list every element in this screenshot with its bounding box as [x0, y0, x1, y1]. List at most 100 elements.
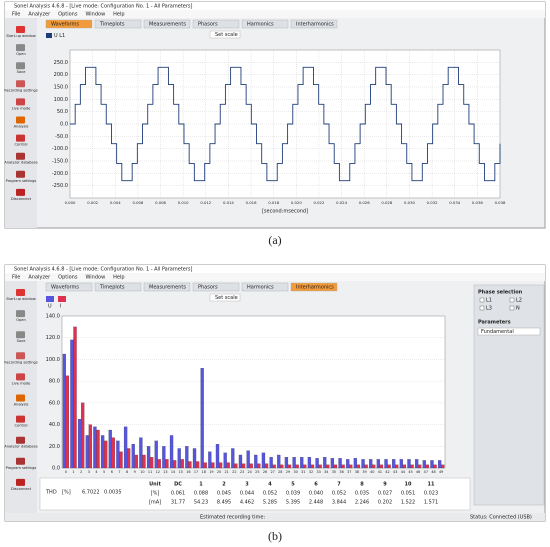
table-header: 9	[383, 482, 387, 488]
window-title: Sonel Analysis 4.6.8 - [Live mode: Confi…	[14, 267, 193, 273]
sidebar-icon[interactable]	[16, 352, 25, 360]
tab[interactable]	[94, 19, 142, 29]
menu-item[interactable]: Help	[113, 275, 124, 281]
bar	[146, 446, 151, 469]
sidebar-icon[interactable]	[16, 170, 25, 178]
waveform	[70, 66, 501, 182]
sidebar-icon[interactable]	[16, 152, 25, 160]
tab[interactable]	[241, 19, 289, 29]
phase-checkbox[interactable]	[479, 305, 485, 311]
tab[interactable]	[192, 19, 240, 29]
x-tick-label: 21	[225, 470, 229, 474]
sidebar-icon[interactable]	[16, 457, 25, 465]
tab-label: Timeplots	[99, 22, 125, 28]
sidebar-label: Recording settings	[4, 360, 38, 364]
menu-item[interactable]: File	[12, 275, 20, 281]
legend-label: I	[60, 304, 61, 310]
phase-label: L1	[486, 298, 492, 304]
bar	[303, 464, 307, 469]
tab[interactable]	[45, 19, 93, 29]
bar	[372, 464, 376, 469]
sidebar-icon[interactable]	[16, 415, 25, 423]
table-cell: 0.039	[286, 491, 300, 497]
tab[interactable]	[192, 282, 240, 292]
table-cell: 3.844	[332, 500, 346, 506]
panel-title: Parameters	[478, 320, 511, 326]
x-tick-label: 46	[416, 470, 420, 474]
bar	[70, 339, 74, 469]
caption: (b)	[268, 529, 282, 543]
x-tick-label: 27	[270, 470, 274, 474]
menu-item[interactable]: Help	[113, 12, 124, 18]
legend-swatch[interactable]	[58, 296, 66, 302]
tab[interactable]	[290, 19, 338, 29]
sidebar-icon[interactable]	[16, 331, 25, 339]
bar	[218, 462, 223, 469]
x-tick-label: 9	[134, 470, 136, 474]
tab[interactable]	[45, 282, 93, 292]
table-cell: 31.77	[171, 500, 185, 506]
sidebar-icon[interactable]	[16, 98, 25, 106]
set-scale-button[interactable]	[209, 293, 241, 302]
bar	[326, 464, 330, 469]
menu-bar	[5, 10, 545, 18]
sidebar-icon[interactable]	[16, 62, 25, 70]
sidebar-icon[interactable]	[16, 289, 25, 296]
sidebar-icon[interactable]	[16, 44, 25, 52]
x-tick-label: 10	[140, 470, 144, 474]
bar	[277, 454, 281, 469]
tab[interactable]	[290, 282, 338, 292]
table-cell: 2.448	[309, 500, 323, 506]
bar	[73, 326, 77, 469]
tab[interactable]	[143, 282, 191, 292]
legend-swatch[interactable]	[46, 33, 52, 38]
sidebar-icon[interactable]	[16, 188, 25, 196]
parameter-select[interactable]	[477, 327, 541, 336]
sidebar-icon[interactable]	[16, 26, 25, 33]
menu-item[interactable]: Window	[85, 12, 105, 18]
menu-item[interactable]: Analyzer	[28, 275, 51, 281]
table-header: Unit	[149, 482, 161, 488]
sidebar-icon[interactable]	[16, 116, 25, 124]
tab-label: Interharmonics	[296, 285, 334, 291]
x-tick-label: 48	[431, 470, 435, 474]
x-tick-label: 43	[393, 470, 397, 474]
bar	[272, 464, 276, 469]
sidebar-icon[interactable]	[16, 394, 25, 402]
phase-checkbox[interactable]	[479, 297, 485, 303]
x-tick-label: 49	[439, 470, 443, 474]
phase-label: L3	[486, 306, 492, 312]
x-tick-label: 47	[424, 470, 428, 474]
x-tick-label: 29	[286, 470, 290, 474]
set-scale-label: Set scale	[215, 32, 238, 38]
sidebar-icon[interactable]	[16, 436, 25, 444]
sidebar-icon[interactable]	[16, 478, 25, 486]
tab[interactable]	[241, 282, 289, 292]
tab[interactable]	[94, 282, 142, 292]
title-bar	[5, 265, 545, 273]
tab-label: Harmonics	[247, 22, 274, 28]
y-tick-label: 60.0	[49, 400, 60, 406]
phase-checkbox[interactable]	[509, 297, 515, 303]
menu-item[interactable]: Options	[58, 275, 78, 281]
sidebar-icon[interactable]	[16, 310, 25, 318]
phase-checkbox[interactable]	[509, 305, 515, 311]
x-tick-label: 0.012	[200, 200, 211, 205]
tab[interactable]	[143, 19, 191, 29]
y-tick-label: 250.0	[54, 60, 68, 66]
menu-item[interactable]: Options	[58, 12, 78, 18]
sidebar-icon[interactable]	[16, 373, 25, 381]
table-header: 2	[222, 482, 226, 488]
sidebar-icon[interactable]	[16, 134, 25, 142]
menu-item[interactable]: Window	[85, 275, 105, 281]
menu-item[interactable]: Analyzer	[28, 12, 51, 18]
bar	[395, 464, 399, 469]
bar	[226, 462, 230, 469]
set-scale-button[interactable]	[209, 30, 241, 39]
menu-item[interactable]: File	[12, 12, 20, 18]
legend-swatch[interactable]	[46, 296, 54, 302]
x-tick-label: 45	[408, 470, 412, 474]
sidebar-icon[interactable]	[16, 80, 25, 88]
bar	[215, 444, 220, 469]
bar	[418, 464, 422, 469]
